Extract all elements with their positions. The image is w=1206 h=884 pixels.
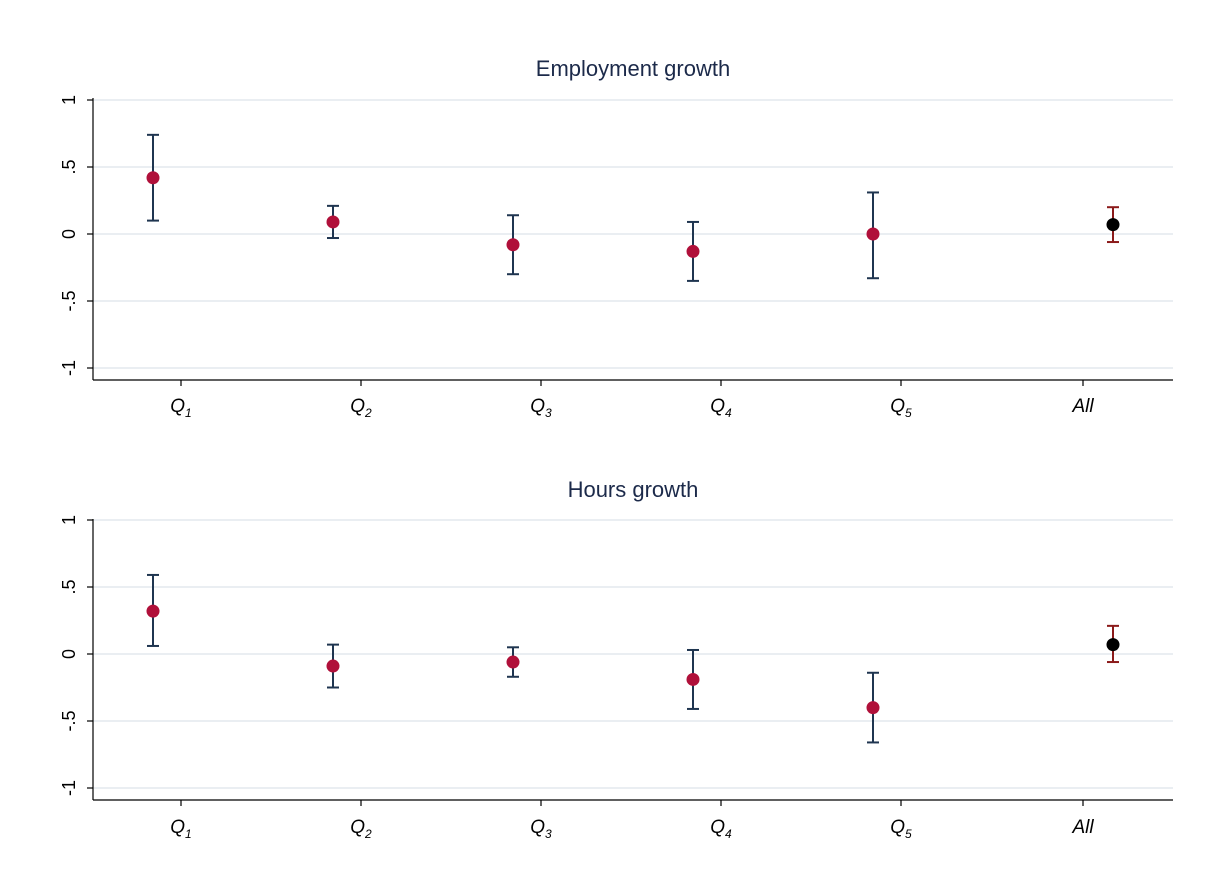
panel-hours-growth: Hours growth 1.50-.5-1Q1 Q2 Q3 Q4 Q5 All: [59, 477, 1173, 841]
x-tick-label-base: Q: [530, 817, 545, 838]
x-tick-label: Q5: [890, 817, 912, 841]
x-tick-label-base: Q: [170, 817, 185, 838]
point-estimate: [686, 244, 700, 258]
y-tick-label: -.5: [59, 290, 79, 311]
y-tick-label: .5: [59, 159, 79, 174]
x-tick-label-subscript: 4: [725, 827, 732, 841]
x-tick-label-subscript: 3: [545, 406, 552, 420]
x-tick-label-base: Q: [710, 817, 725, 838]
x-tick-label: Q1: [170, 396, 191, 420]
x-tick-label-base: All: [1071, 817, 1094, 838]
x-tick-label: Q4: [710, 396, 732, 420]
x-tick-label-subscript: 2: [364, 406, 372, 420]
point-estimate: [326, 215, 340, 229]
x-tick-label: All: [1071, 396, 1094, 417]
y-tick-label: 0: [59, 649, 79, 659]
point-estimate: [866, 227, 880, 241]
x-tick-label: Q4: [710, 817, 732, 841]
x-tick-label-subscript: 5: [905, 827, 912, 841]
point-estimate: [506, 238, 520, 252]
x-tick-label-base: Q: [350, 817, 365, 838]
x-tick-label-subscript: 3: [545, 827, 552, 841]
y-tick-label: -.5: [59, 710, 79, 731]
x-tick-label: Q3: [530, 396, 552, 420]
x-tick-label-base: Q: [710, 396, 725, 417]
chart-title: Employment growth: [536, 56, 730, 81]
x-tick-label-base: Q: [530, 396, 545, 417]
y-tick-label: 1: [59, 515, 79, 525]
point-estimate: [1106, 218, 1120, 232]
point-estimate: [146, 604, 160, 618]
point-estimate: [506, 655, 520, 669]
point-estimate: [1106, 638, 1120, 652]
x-tick-label: Q2: [350, 396, 372, 420]
x-tick-label-subscript: 1: [185, 406, 192, 420]
x-tick-label-base: Q: [890, 396, 905, 417]
x-tick-label: Q2: [350, 817, 372, 841]
x-tick-label: Q1: [170, 817, 191, 841]
point-estimate: [866, 701, 880, 715]
x-tick-label: Q3: [530, 817, 552, 841]
x-tick-label-base: Q: [350, 396, 365, 417]
y-tick-label: .5: [59, 579, 79, 594]
x-tick-label: Q5: [890, 396, 912, 420]
panel-employment-growth: Employment growth 1.50-.5-1Q1 Q2 Q3 Q4 Q5 All: [59, 56, 1173, 420]
point-estimate: [686, 672, 700, 686]
y-tick-label: 1: [59, 95, 79, 105]
x-tick-label-base: Q: [890, 817, 905, 838]
x-tick-label-subscript: 5: [905, 406, 912, 420]
y-tick-label: 0: [59, 229, 79, 239]
x-tick-label-subscript: 4: [725, 406, 732, 420]
y-tick-label: -1: [59, 780, 79, 796]
point-estimate: [326, 659, 340, 673]
chart-title: Hours growth: [568, 477, 699, 502]
x-tick-label-base: All: [1071, 396, 1094, 417]
x-tick-label-base: Q: [170, 396, 185, 417]
x-tick-label: All: [1071, 817, 1094, 838]
x-tick-label-subscript: 1: [185, 827, 192, 841]
x-tick-label-subscript: 2: [364, 827, 372, 841]
point-estimate: [146, 171, 160, 185]
y-tick-label: -1: [59, 360, 79, 376]
